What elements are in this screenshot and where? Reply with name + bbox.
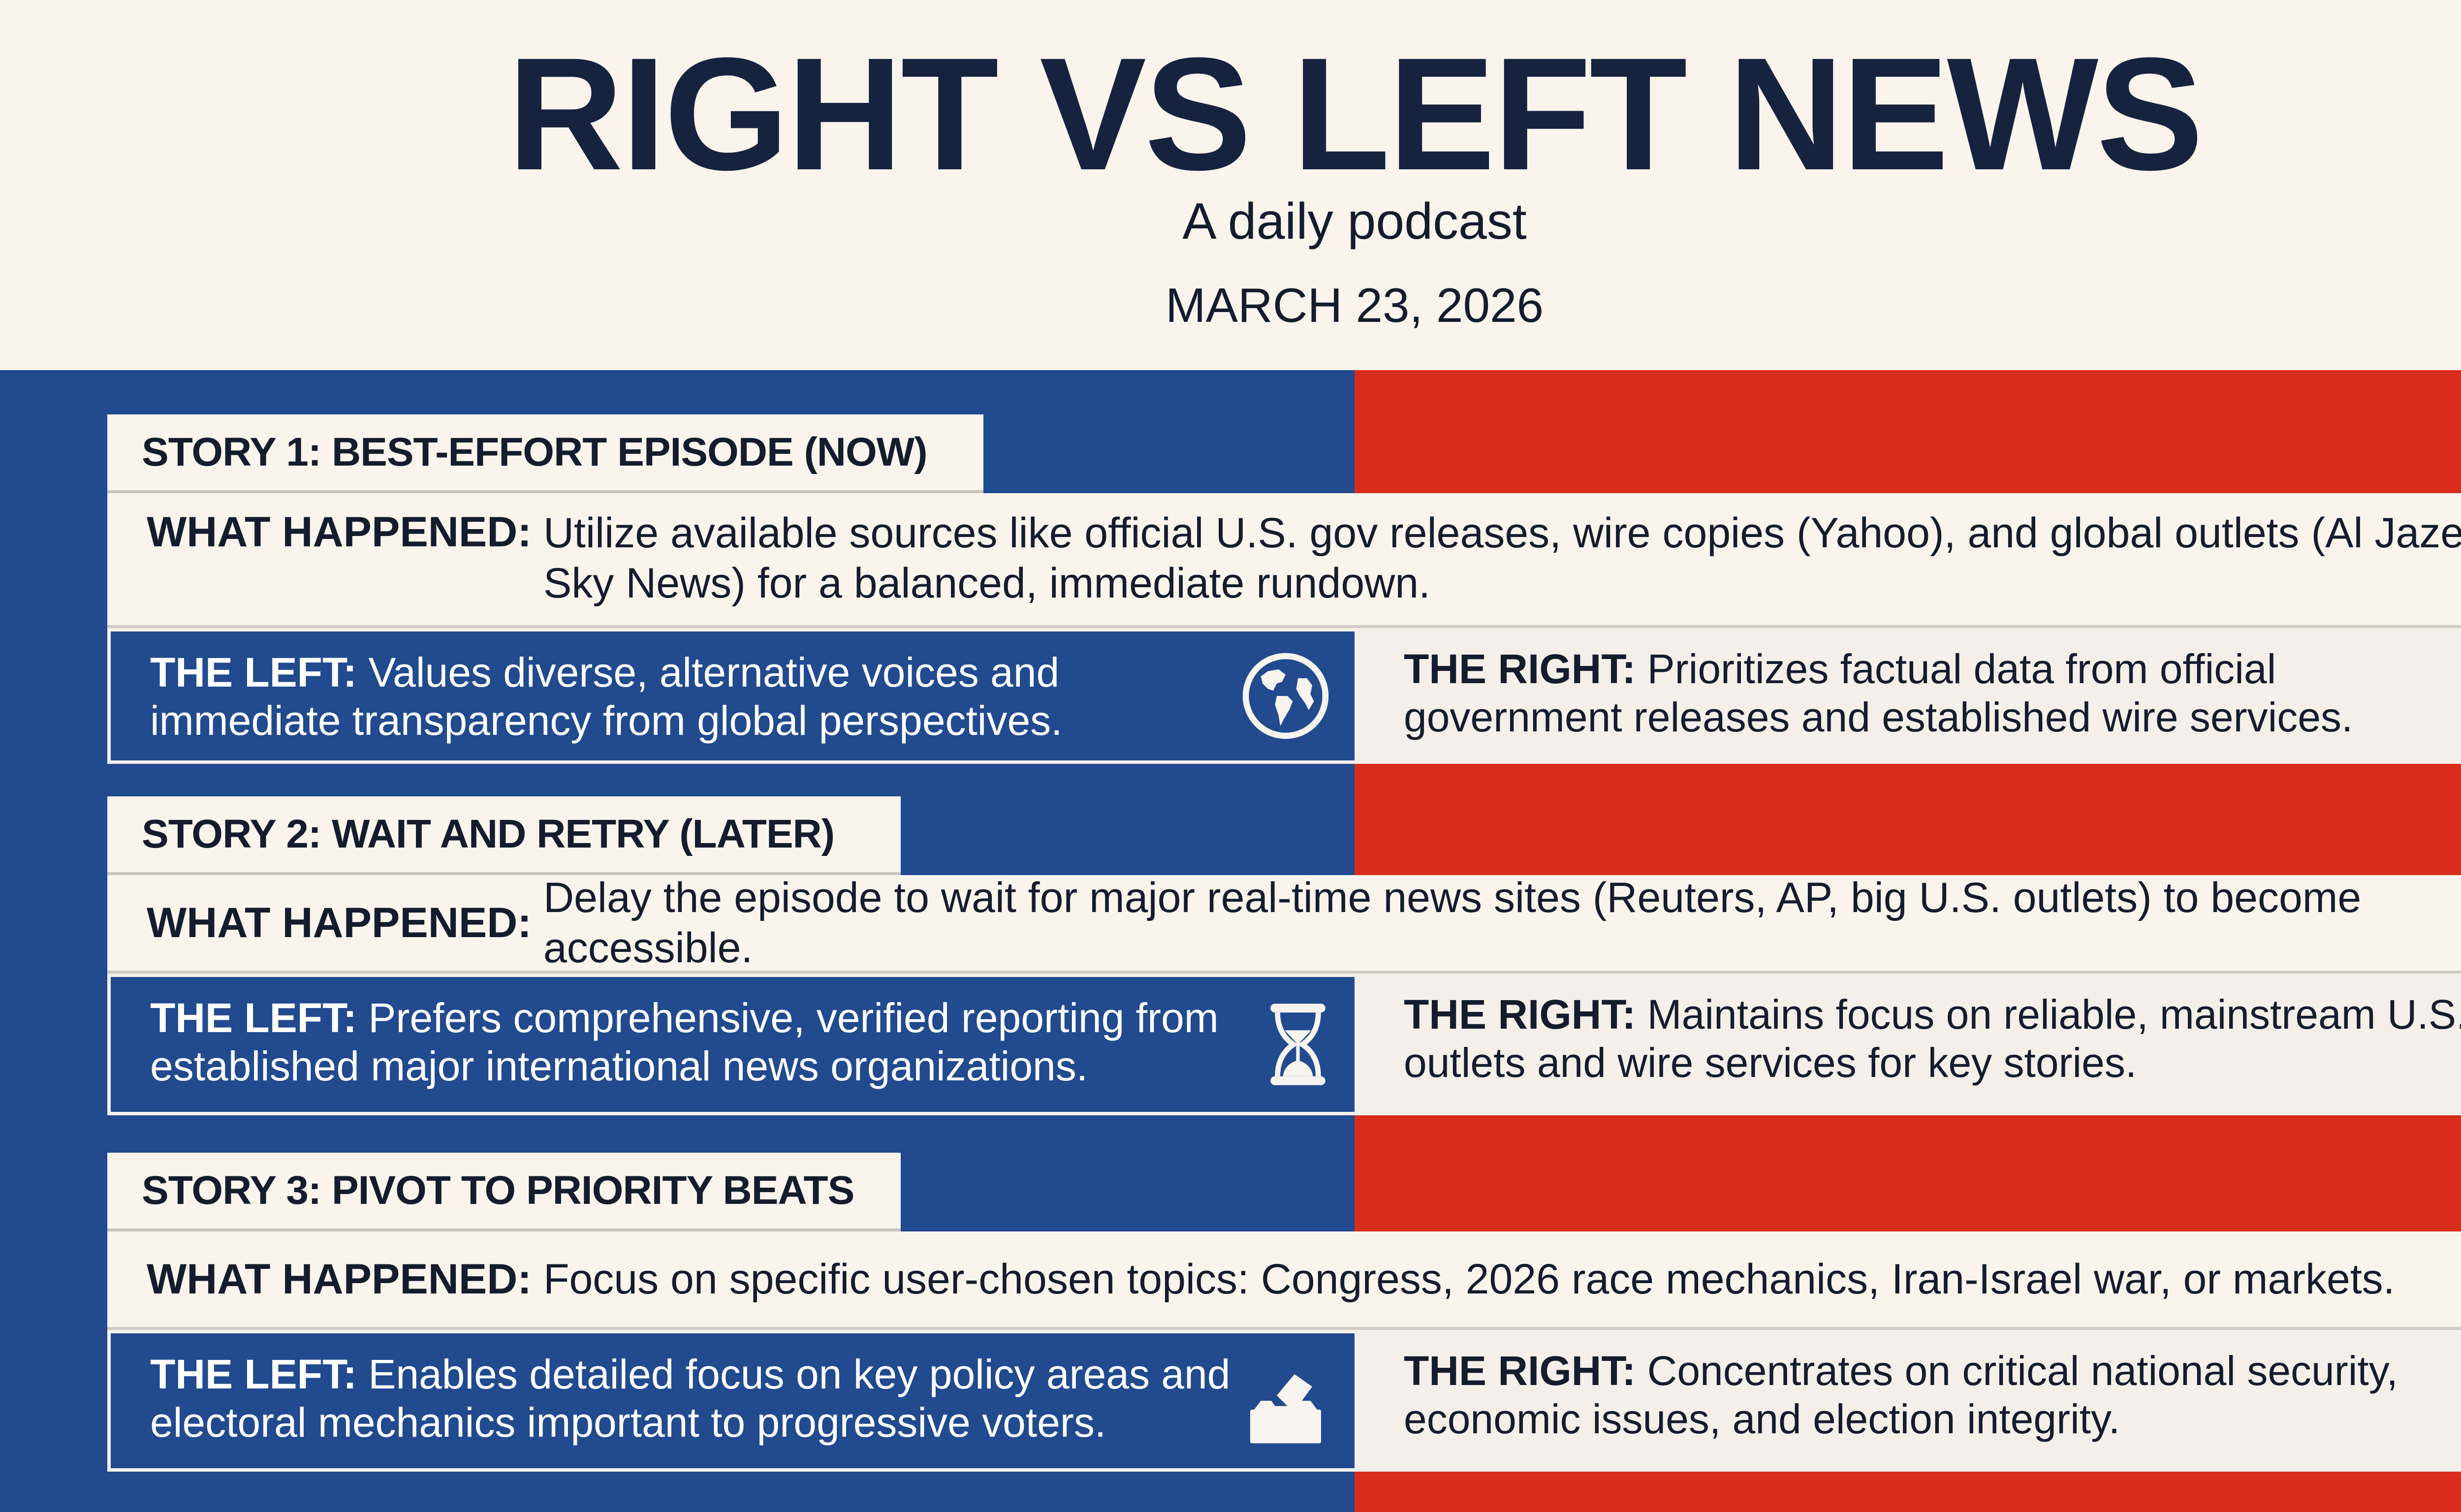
what-happened: WHAT HAPPENED: Delay the episode to wait… xyxy=(107,874,2461,974)
hourglass-icon xyxy=(1266,1000,1330,1089)
what-happened-label: WHAT HAPPENED: xyxy=(147,508,532,556)
left-text: Prefers comprehensive, verified reportin… xyxy=(150,995,1219,1089)
right-text: Concentrates on critical national securi… xyxy=(1404,1348,2398,1442)
left-text: Enables detailed focus on key policy are… xyxy=(150,1351,1230,1446)
left-perspective: THE LEFT: Enables detailed focus on key … xyxy=(107,1330,1355,1472)
what-happened-text: Focus on specific user-chosen topics: Co… xyxy=(543,1256,2395,1303)
right-label: THE RIGHT: xyxy=(1404,991,1636,1038)
perspectives: THE LEFT: Enables detailed focus on key … xyxy=(107,1330,2461,1472)
right-text: Maintains focus on reliable, mainstream … xyxy=(1404,991,2461,1086)
ballot-box-icon xyxy=(1241,1356,1330,1445)
what-happened-text: Delay the episode to wait for major real… xyxy=(543,874,2362,972)
story-heading: STORY 2: WAIT AND RETRY (LATER) xyxy=(107,796,901,875)
story-heading: STORY 1: BEST-EFFORT EPISODE (NOW) xyxy=(107,414,983,493)
perspectives: THE LEFT: Values diverse, alternative vo… xyxy=(107,628,2461,764)
left-perspective: THE LEFT: Values diverse, alternative vo… xyxy=(107,628,1355,764)
what-happened-label: WHAT HAPPENED: xyxy=(147,1255,532,1303)
page-title: RIGHT VS LEFT NEWS xyxy=(507,25,2204,204)
story-heading-text: STORY 3: PIVOT TO PRIORITY BEATS xyxy=(142,1168,854,1213)
right-perspective: THE RIGHT: Prioritizes factual data from… xyxy=(1355,628,2461,764)
story-heading-text: STORY 1: BEST-EFFORT EPISODE (NOW) xyxy=(142,430,928,474)
header: RIGHT VS LEFT NEWS A daily podcast MARCH… xyxy=(0,0,2461,370)
what-happened-label: WHAT HAPPENED: xyxy=(147,899,532,946)
right-perspective: THE RIGHT: Maintains focus on reliable, … xyxy=(1355,974,2461,1115)
right-label: THE RIGHT: xyxy=(1404,646,1636,692)
left-label: THE LEFT: xyxy=(150,1351,357,1397)
globe-icon xyxy=(1241,652,1330,740)
right-label: THE RIGHT: xyxy=(1404,1348,1636,1394)
subtitle: A daily podcast xyxy=(1182,193,1527,250)
story-heading-text: STORY 2: WAIT AND RETRY (LATER) xyxy=(142,812,835,856)
story-1: STORY 1: BEST-EFFORT EPISODE (NOW) WHAT … xyxy=(107,414,2461,764)
what-happened-text: Utilize available sources like official … xyxy=(543,509,2461,607)
story-3: STORY 3: PIVOT TO PRIORITY BEATS WHAT HA… xyxy=(107,1153,2461,1472)
perspectives: THE LEFT: Prefers comprehensive, verifie… xyxy=(107,974,2461,1115)
right-perspective: THE RIGHT: Concentrates on critical nati… xyxy=(1355,1330,2461,1472)
left-perspective: THE LEFT: Prefers comprehensive, verifie… xyxy=(107,974,1355,1115)
what-happened: WHAT HAPPENED: Focus on specific user-ch… xyxy=(107,1231,2461,1330)
right-text: Prioritizes factual data from official g… xyxy=(1404,646,2353,740)
what-happened: WHAT HAPPENED: Utilize available sources… xyxy=(107,493,2461,628)
story-2: STORY 2: WAIT AND RETRY (LATER) WHAT HAP… xyxy=(107,796,2461,1115)
left-text: Values diverse, alternative voices and i… xyxy=(150,649,1063,744)
date: MARCH 23, 2026 xyxy=(1165,278,1544,332)
story-heading: STORY 3: PIVOT TO PRIORITY BEATS xyxy=(107,1153,901,1231)
left-label: THE LEFT: xyxy=(150,649,357,695)
left-label: THE LEFT: xyxy=(150,995,357,1041)
